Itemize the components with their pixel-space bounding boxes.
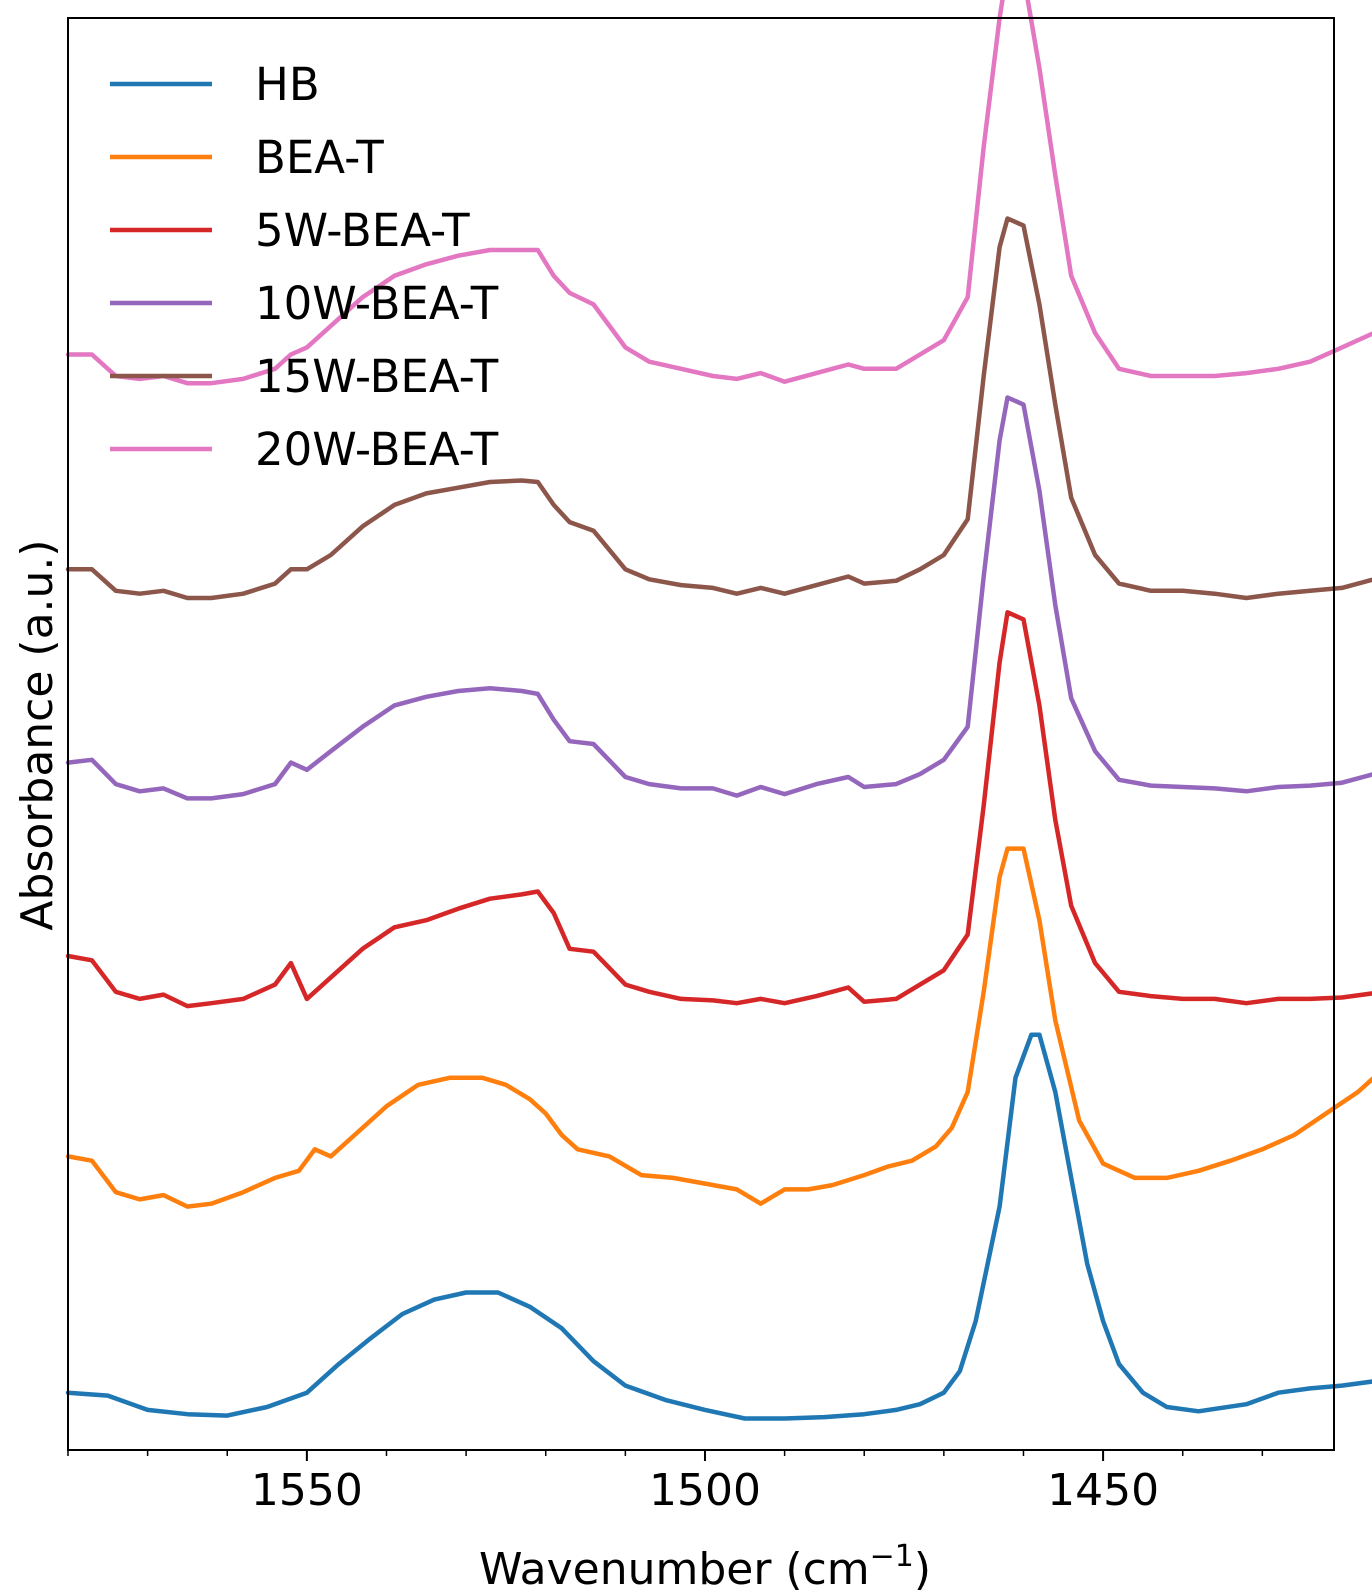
x-axis-label: Wavenumber (cm−1)	[479, 1539, 931, 1595]
series-line-15w-bea-t	[65, 216, 1372, 601]
series-line-hb	[65, 1032, 1372, 1421]
series-line-5w-bea-t	[65, 610, 1372, 1009]
legend-label-bea-t: BEA-T	[255, 131, 384, 184]
x-tick-label: 1500	[649, 1465, 761, 1516]
legend-label-10w-bea-t: 10W-BEA-T	[255, 277, 499, 330]
legend-label-hb: HB	[255, 58, 320, 111]
x-axis-label-superscript: −1	[870, 1539, 914, 1574]
series-layer	[65, 0, 1372, 1421]
y-axis-label: Absorbance (a.u.)	[12, 539, 63, 930]
legend: HB BEA-T 5W-BEA-T 10W-BEA-T 15W-BEA-T 20W-BEA…	[110, 58, 499, 476]
series-line-20w-bea-t	[65, 0, 1372, 386]
x-tick-label: 1450	[1047, 1465, 1159, 1516]
series-line-bea-t	[65, 846, 1372, 1209]
x-axis-ticks: 1550 1500 1450	[67, 1450, 1264, 1516]
plot-area-frame	[67, 17, 1335, 1451]
legend-label-15w-bea-t: 15W-BEA-T	[255, 350, 499, 403]
legend-label-5w-bea-t: 5W-BEA-T	[255, 204, 470, 257]
x-tick-label: 1550	[251, 1465, 363, 1516]
legend-label-20w-bea-t: 20W-BEA-T	[255, 423, 499, 476]
series-line-10w-bea-t	[65, 395, 1372, 801]
